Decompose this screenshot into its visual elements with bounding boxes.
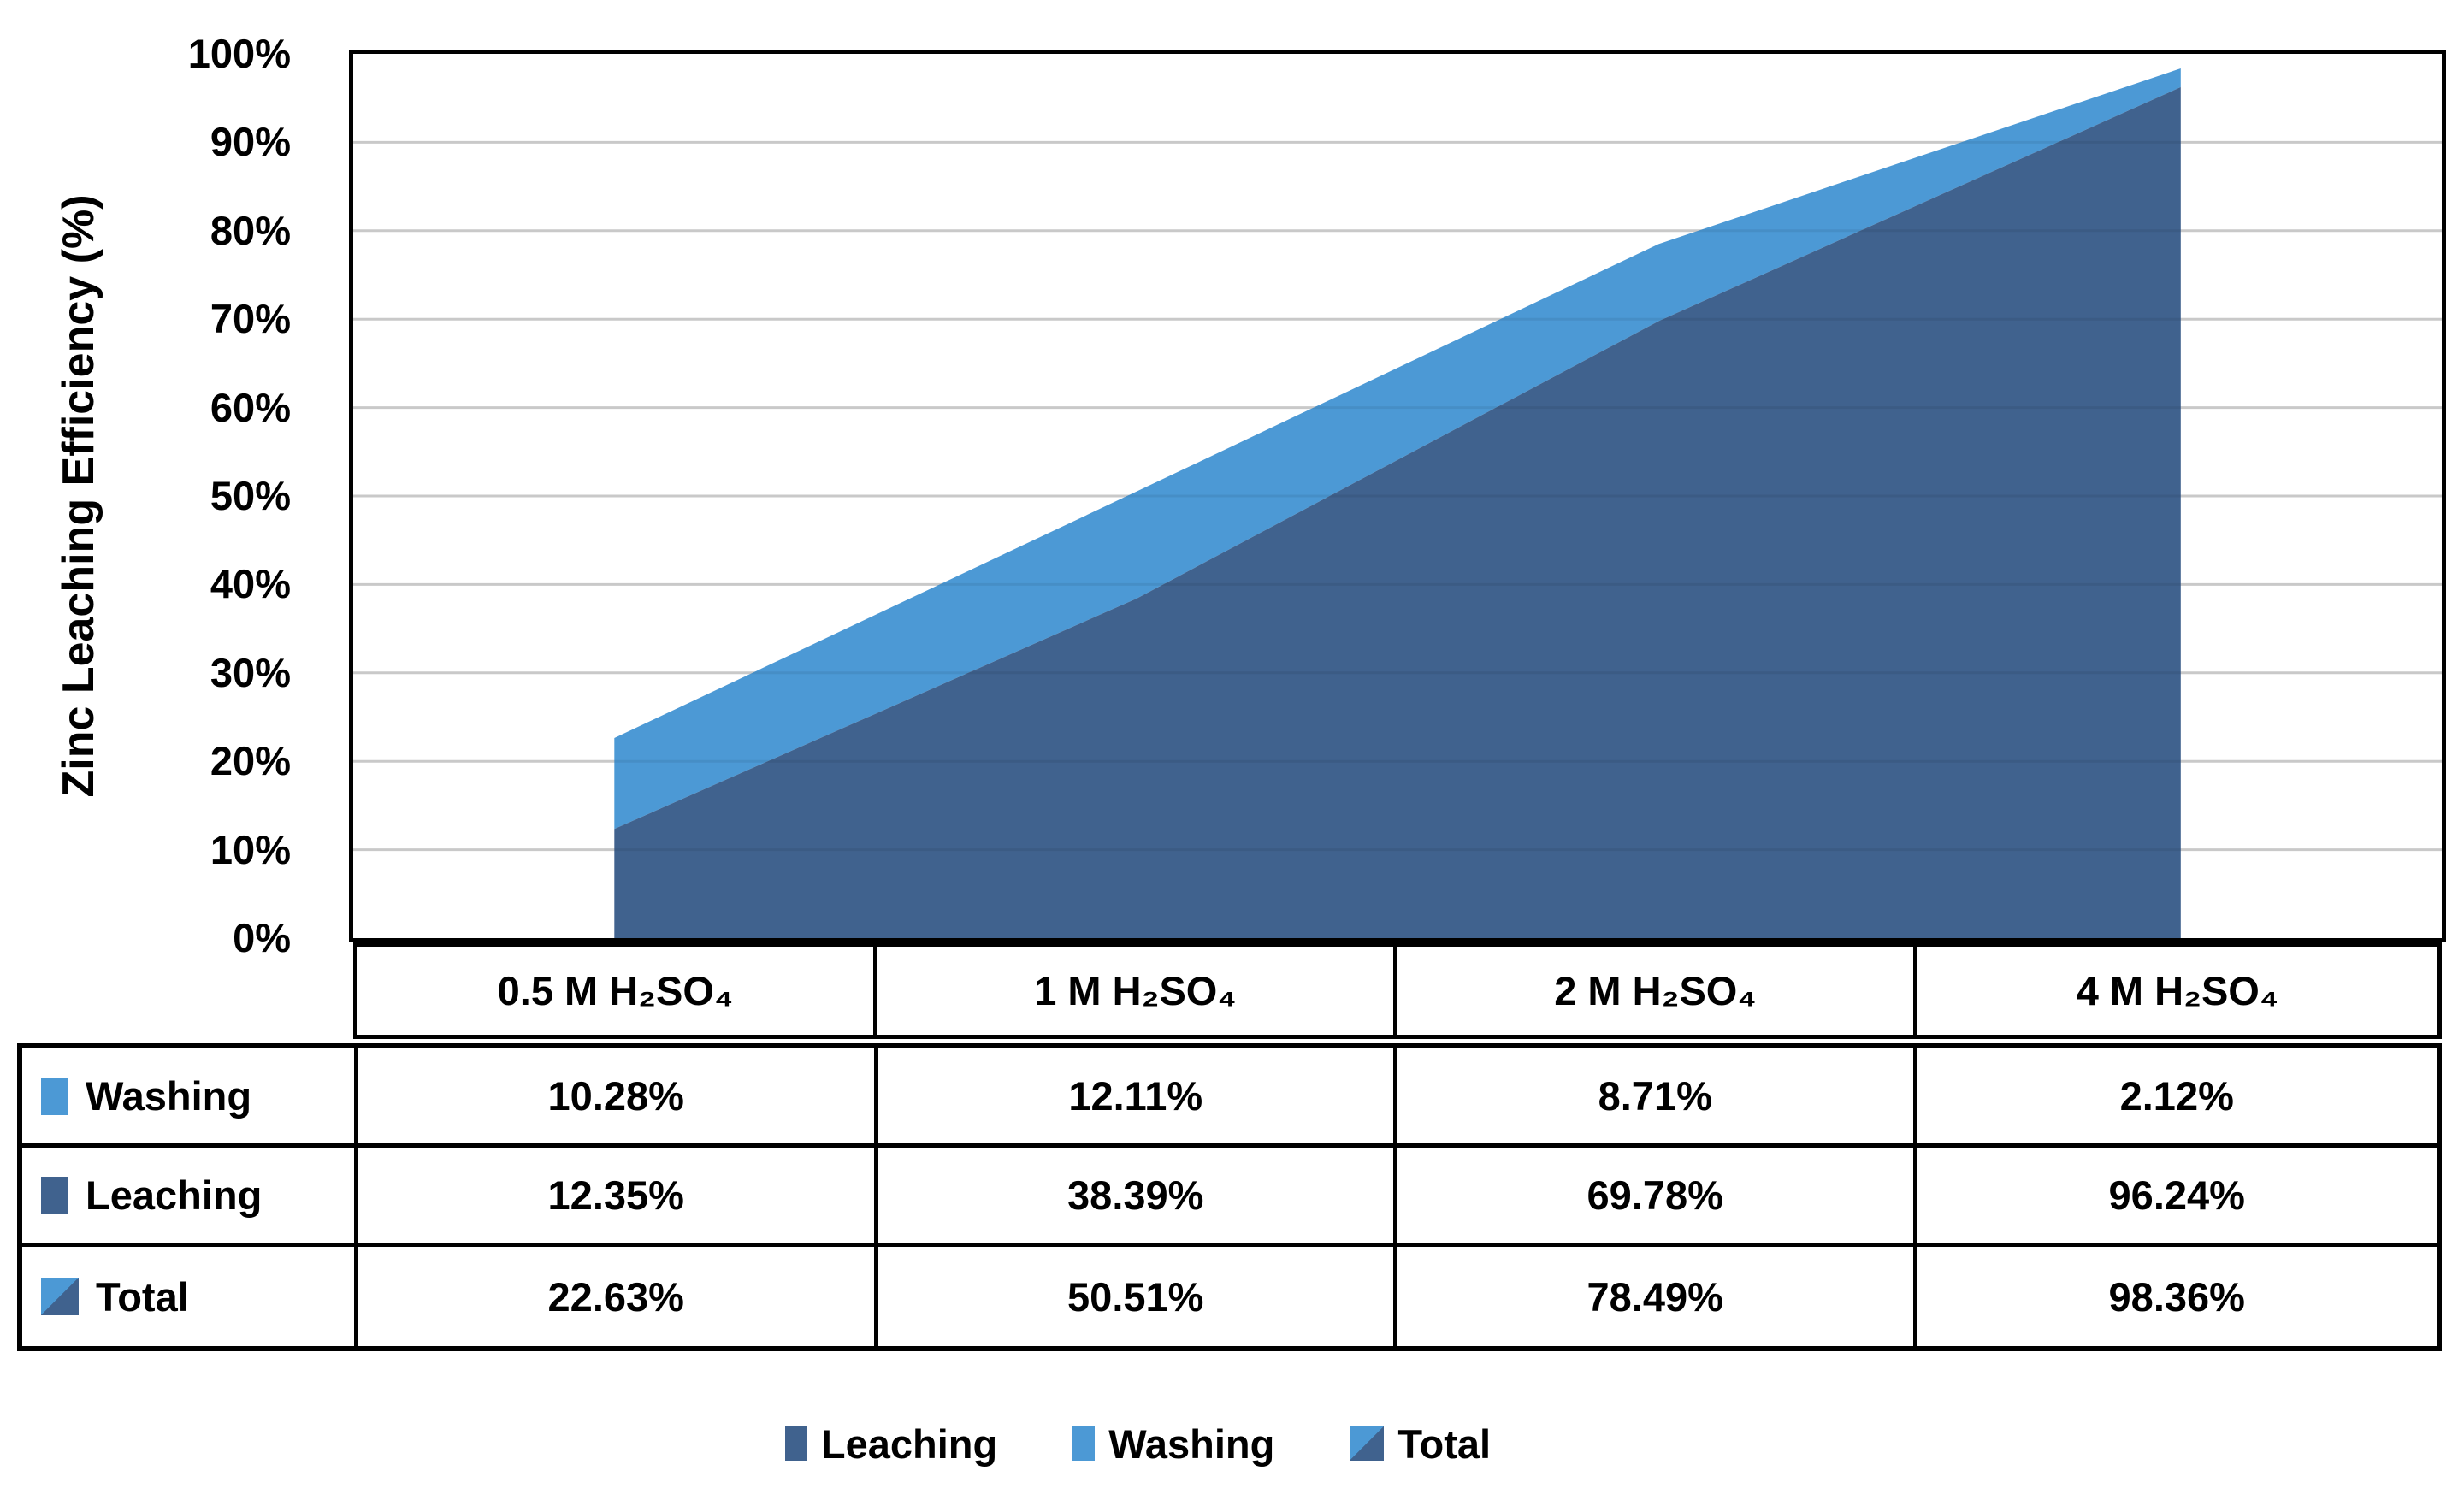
series-name: Total	[96, 1273, 189, 1320]
y-axis-tick-label: 40%	[210, 561, 291, 607]
table-value-cell: 12.11%	[877, 1048, 1397, 1148]
total-series-swatch-icon	[41, 1278, 79, 1315]
y-axis-tick-label: 80%	[210, 207, 291, 253]
chart-legend: Leaching Washing Total	[0, 1409, 2370, 1478]
data-table-body: Washing 10.28% 12.11% 8.71% 2.12% Leaching 12.…	[17, 1043, 2442, 1351]
table-value-cell: 10.28%	[358, 1048, 878, 1148]
leaching-series-swatch-icon	[41, 1176, 68, 1214]
table-row-label: Leaching	[22, 1148, 358, 1247]
y-axis-tick-label: 50%	[210, 473, 291, 518]
legend-item-total: Total	[1350, 1420, 1491, 1468]
legend-item-washing: Washing	[1072, 1420, 1274, 1468]
table-header-cell: 2 M H₂SO₄	[1397, 947, 1917, 1035]
leaching-legend-swatch-icon	[784, 1426, 807, 1461]
data-table-header-row: 0.5 M H₂SO₄ 1 M H₂SO₄ 2 M H₂SO₄ 4 M H₂SO₄	[353, 942, 2442, 1039]
y-axis-tick-label: 0%	[233, 915, 291, 960]
table-value-cell: 22.63%	[358, 1247, 878, 1346]
legend-label: Washing	[1108, 1420, 1275, 1467]
table-value-cell: 96.24%	[1917, 1148, 2437, 1247]
table-value-cell: 2.12%	[1917, 1048, 2437, 1148]
table-value-cell: 12.35%	[358, 1148, 878, 1247]
washing-series-swatch-icon	[41, 1077, 68, 1115]
table-header-cell: 4 M H₂SO₄	[1917, 947, 2437, 1035]
y-axis-tick-label: 70%	[210, 296, 291, 342]
table-row-label: Total	[22, 1247, 358, 1346]
y-axis-tick-label: 90%	[210, 119, 291, 165]
y-axis-tick-label: 10%	[210, 826, 291, 872]
table-value-cell: 69.78%	[1397, 1148, 1917, 1247]
series-name: Washing	[86, 1073, 252, 1119]
table-row-label: Washing	[22, 1048, 358, 1148]
legend-item-leaching: Leaching	[784, 1420, 998, 1468]
table-value-cell: 50.51%	[878, 1247, 1397, 1346]
table-header-cell: 1 M H₂SO₄	[877, 947, 1397, 1035]
y-axis-tick-label: 100%	[187, 31, 291, 76]
y-axis-tick-labels: 0% 10% 20% 30% 40% 50% 60% 70% 80% 90% 100%	[0, 0, 291, 1026]
stacked-area-plot	[353, 68, 2442, 938]
total-legend-swatch-icon	[1350, 1426, 1385, 1461]
y-axis-tick-label: 20%	[210, 738, 291, 784]
washing-legend-swatch-icon	[1072, 1426, 1096, 1461]
table-value-cell: 38.39%	[877, 1148, 1397, 1247]
table-value-cell: 98.36%	[2108, 1273, 2245, 1320]
leaching-area	[614, 86, 2181, 938]
table-header-cell: 0.5 M H₂SO₄	[357, 947, 877, 1035]
y-axis-tick-label: 60%	[210, 384, 291, 430]
series-name: Leaching	[86, 1172, 263, 1218]
y-axis-tick-label: 30%	[210, 649, 291, 695]
legend-label: Leaching	[820, 1420, 998, 1467]
legend-label: Total	[1397, 1420, 1492, 1467]
table-value-cell: 78.49%	[1397, 1247, 1917, 1346]
washing-area	[614, 68, 2181, 830]
table-value-cell: 8.71%	[1397, 1048, 1917, 1148]
